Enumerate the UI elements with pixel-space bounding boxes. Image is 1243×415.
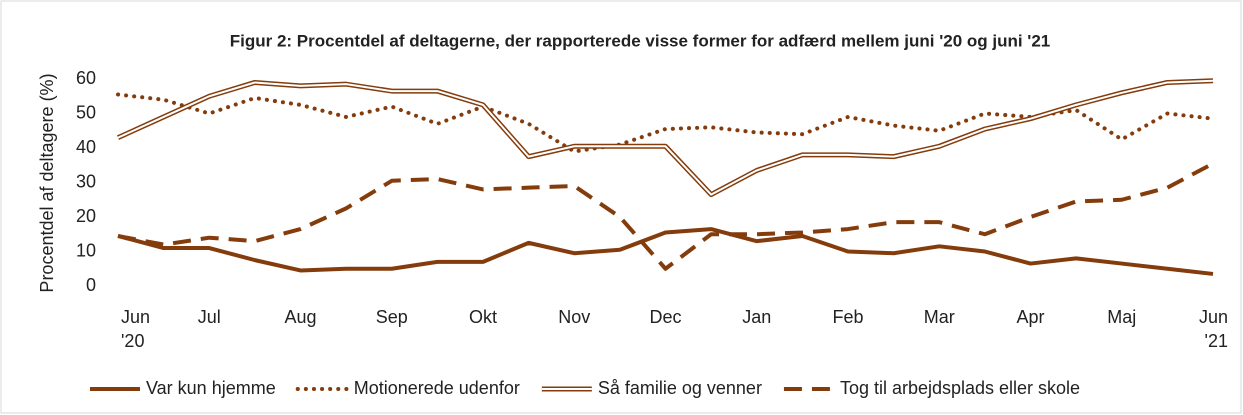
x-tick-label: Aug	[284, 307, 316, 327]
x-tick-label: Okt	[469, 307, 497, 327]
y-tick-label: 20	[76, 206, 96, 226]
x-tick-label: Nov	[558, 307, 590, 327]
x-tick-label: Dec	[649, 307, 681, 327]
x-tick-label: Sep	[376, 307, 408, 327]
legend-label: Tog til arbejdsplads eller skole	[840, 378, 1080, 398]
series-line	[117, 227, 1214, 276]
y-tick-label: 40	[76, 137, 96, 157]
y-tick-label: 0	[86, 275, 96, 295]
series-line	[117, 161, 1214, 271]
y-tick-label: 30	[76, 171, 96, 191]
x-tick-label: Mar	[924, 307, 955, 327]
legend-label: Så familie og venner	[598, 378, 762, 398]
series-line-inner	[117, 79, 1214, 196]
x-tick-label: Apr	[1016, 307, 1044, 327]
x-tick-label: Jun '20	[121, 307, 150, 351]
x-tick-label: Jun '21	[1199, 307, 1228, 351]
legend-label: Var kun hjemme	[146, 378, 276, 398]
y-tick-label: 10	[76, 240, 96, 260]
y-tick-label: 60	[76, 68, 96, 88]
x-tick-label: Feb	[832, 307, 863, 327]
y-axis-label: Procentdel af deltagere (%)	[37, 73, 57, 292]
y-tick-label: 50	[76, 102, 96, 122]
x-tick-label: Jan	[742, 307, 771, 327]
chart-title: Figur 2: Procentdel af deltagerne, der r…	[230, 31, 1051, 50]
x-tick-label: Maj	[1107, 307, 1136, 327]
legend-label: Motionerede udenfor	[354, 378, 520, 398]
x-tick-label: Jul	[198, 307, 221, 327]
